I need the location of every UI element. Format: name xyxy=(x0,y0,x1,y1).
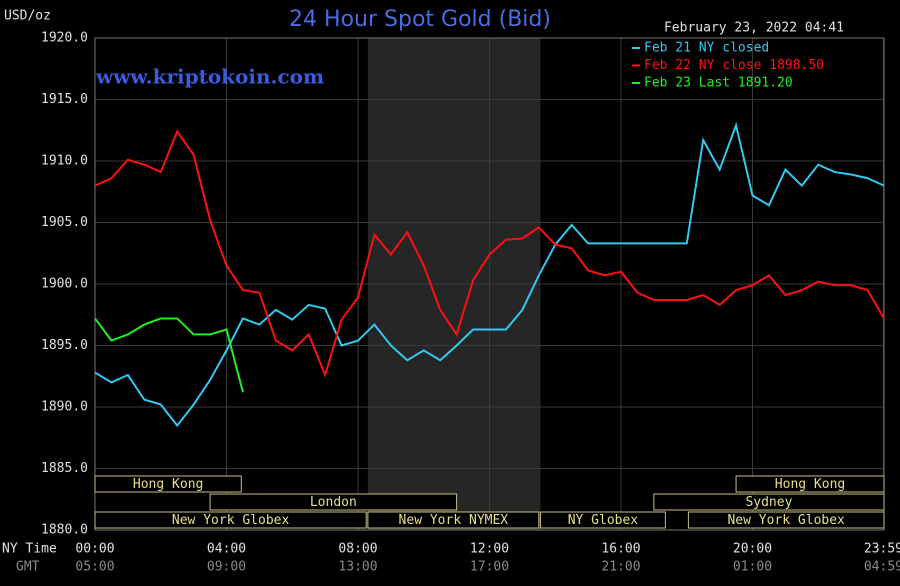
series-line xyxy=(94,129,885,379)
session-label: Hong Kong xyxy=(133,477,203,492)
x-tick-label: 20:00 xyxy=(733,542,772,557)
x2-tick-label: 04:59 xyxy=(864,560,900,575)
x-tick-label: 00:00 xyxy=(75,542,114,557)
session-label: New York Globex xyxy=(172,513,290,528)
y-tick-label: 1895.0 xyxy=(41,338,88,353)
watermark: www.kriptokoin.com xyxy=(95,65,324,89)
date-label: February 23, 2022 04:41 xyxy=(664,21,844,36)
x2-tick-label: 01:00 xyxy=(733,560,772,575)
y-axis-label: USD/oz xyxy=(4,9,51,24)
x-tick-label: 23:59 xyxy=(864,542,900,557)
session-label: New York NYMEX xyxy=(399,513,509,528)
x-tick-label: 12:00 xyxy=(470,542,509,557)
series-line xyxy=(94,121,885,428)
x2-tick-label: 09:00 xyxy=(207,560,246,575)
y-tick-label: 1915.0 xyxy=(41,92,88,107)
session-box xyxy=(687,511,885,529)
y-tick-label: 1920.0 xyxy=(41,31,88,46)
session-label: Hong Kong xyxy=(775,477,845,492)
session-label: London xyxy=(310,495,357,510)
y-tick-label: 1905.0 xyxy=(41,215,88,230)
y-tick-label: 1880.0 xyxy=(41,523,88,538)
session-label: NY Globex xyxy=(568,513,639,528)
y-tick-label: 1890.0 xyxy=(41,400,88,415)
y-tick-label: 1900.0 xyxy=(41,277,88,292)
x-axis-label: NY Time xyxy=(2,542,57,557)
x-tick-label: 16:00 xyxy=(601,542,640,557)
x2-axis-label: GMT xyxy=(16,560,40,575)
session-label: Sydney xyxy=(745,495,792,510)
session-box xyxy=(94,475,242,493)
x-tick-label: 04:00 xyxy=(207,542,246,557)
session-box xyxy=(539,511,666,529)
y-tick-label: 1910.0 xyxy=(41,154,88,169)
x2-tick-label: 21:00 xyxy=(601,560,640,575)
legend-label: Feb 22 NY close 1898.50 xyxy=(644,58,824,73)
session-box xyxy=(367,511,540,529)
session-box xyxy=(94,511,367,529)
chart-title: 24 Hour Spot Gold (Bid) xyxy=(289,7,551,32)
session-box xyxy=(653,493,885,511)
session-box xyxy=(735,475,885,493)
plot-frame xyxy=(94,37,885,531)
session-box xyxy=(209,493,458,511)
x-tick-label: 08:00 xyxy=(338,542,377,557)
x2-tick-label: 13:00 xyxy=(338,560,377,575)
y-tick-label: 1885.0 xyxy=(41,461,88,476)
x2-tick-label: 05:00 xyxy=(75,560,114,575)
series-line xyxy=(94,317,244,393)
session-label: New York Globex xyxy=(727,513,845,528)
legend-label: Feb 23 Last 1891.20 xyxy=(644,76,793,91)
legend-label: Feb 21 NY closed xyxy=(644,41,769,56)
x2-tick-label: 17:00 xyxy=(470,560,509,575)
